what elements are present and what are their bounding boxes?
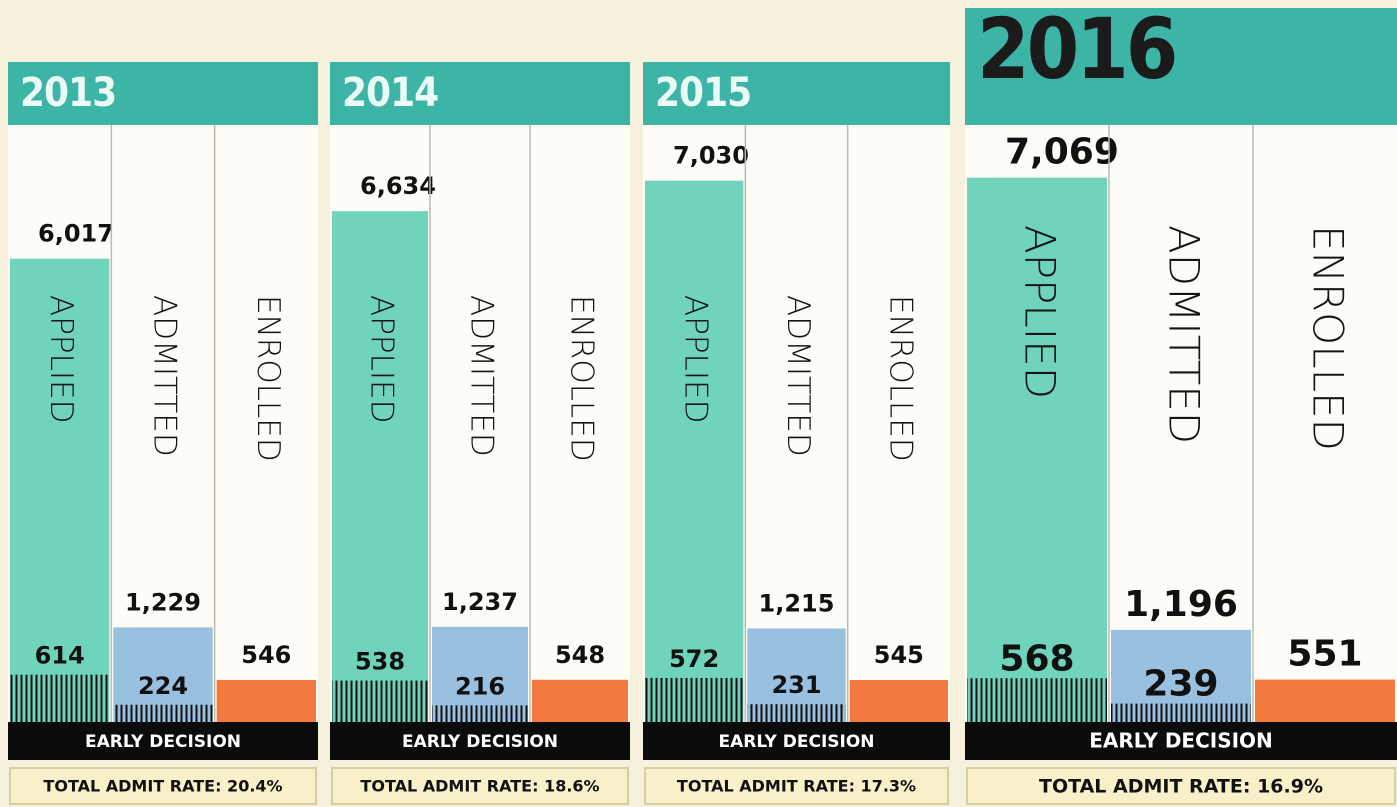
bar: [1255, 680, 1395, 722]
early-decision-bar: [645, 678, 743, 722]
value-label: 7,069: [1005, 132, 1119, 173]
admit-rate: TOTAL ADMIT RATE: 16.9%: [1039, 776, 1323, 798]
early-decision-bar: [113, 705, 212, 722]
category-label: ENROLLED: [882, 295, 918, 462]
early-decision-title: EARLY DECISION: [718, 732, 874, 752]
bar: [532, 680, 628, 722]
early-decision-label: 538: [355, 648, 405, 676]
category-label: APPLIED: [678, 295, 714, 423]
value-label: 6,017: [38, 220, 114, 248]
early-decision-bar: [747, 704, 845, 722]
bar: [645, 181, 743, 722]
admit-rate: TOTAL ADMIT RATE: 18.6%: [360, 777, 599, 796]
value-label: 546: [241, 641, 291, 669]
early-decision-bar: [10, 675, 109, 722]
early-decision-label: 568: [999, 638, 1074, 679]
category-label: ENROLLED: [564, 295, 600, 462]
value-label: 7,030: [673, 142, 749, 170]
admit-rate: TOTAL ADMIT RATE: 17.3%: [677, 777, 916, 796]
category-label: APPLIED: [1016, 225, 1065, 399]
category-label: ENROLLED: [250, 295, 286, 462]
value-label: 551: [1287, 634, 1362, 675]
early-decision-label: 224: [138, 672, 188, 700]
early-decision-label: 572: [669, 645, 719, 673]
year-title: 2013: [20, 70, 116, 116]
early-decision-label: 216: [455, 672, 505, 700]
value-label: 1,196: [1124, 584, 1238, 625]
early-decision-title: EARLY DECISION: [1089, 729, 1273, 753]
category-label: ADMITTED: [1160, 225, 1209, 444]
early-decision-bar: [1111, 704, 1251, 722]
early-decision-label: 231: [771, 671, 821, 699]
bar: [217, 680, 316, 722]
category-label: APPLIED: [43, 295, 79, 423]
category-label: ADMITTED: [147, 295, 183, 457]
early-decision-label: 239: [1143, 664, 1218, 705]
early-decision-title: EARLY DECISION: [85, 732, 241, 752]
early-decision-label: 614: [35, 642, 85, 670]
year-title: 2014: [342, 70, 438, 116]
bar: [332, 211, 428, 722]
value-label: 6,634: [360, 172, 436, 200]
page: {"chart_data": [ {"type": "bar", "title"…: [0, 0, 1397, 807]
value-label: 1,229: [125, 588, 201, 616]
early-decision-bar: [332, 681, 428, 722]
year-title: 2016: [977, 0, 1175, 98]
category-label: ENROLLED: [1304, 225, 1353, 451]
category-label: ADMITTED: [464, 295, 500, 457]
value-label: 1,237: [442, 588, 518, 616]
early-decision-title: EARLY DECISION: [402, 732, 558, 752]
value-label: 1,215: [759, 589, 835, 617]
year-title: 2015: [655, 70, 751, 116]
early-decision-bar: [967, 678, 1107, 722]
early-decision-bar: [432, 705, 528, 722]
category-label: ADMITTED: [780, 295, 816, 457]
value-label: 548: [555, 641, 605, 669]
category-label: APPLIED: [364, 295, 400, 423]
bar: [850, 680, 948, 722]
value-label: 545: [874, 641, 924, 669]
infographic: 2013 614 6,017 APPLIED 224 1,229 ADMITTED 546 EN…: [0, 0, 1397, 807]
admit-rate: TOTAL ADMIT RATE: 20.4%: [43, 777, 282, 796]
